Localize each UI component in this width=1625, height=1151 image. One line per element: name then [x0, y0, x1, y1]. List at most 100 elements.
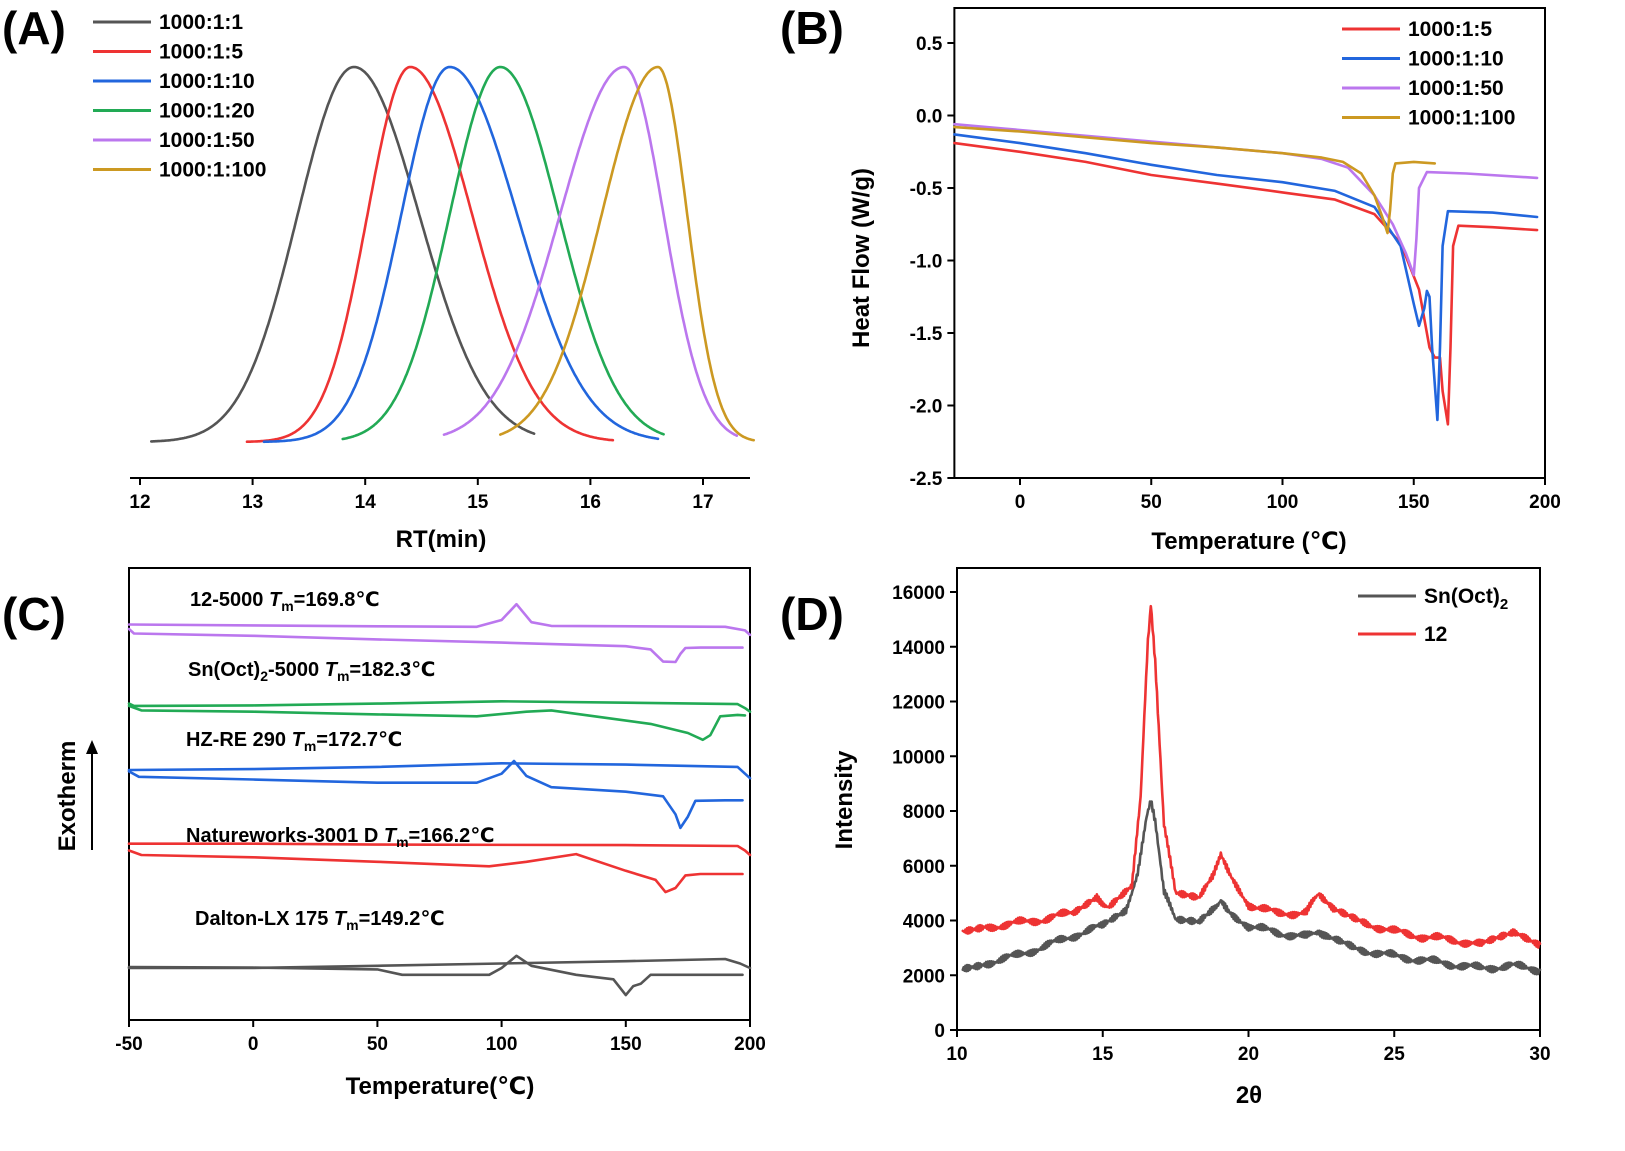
panel-a-curves [150, 65, 755, 444]
panel-c: (C) -50 0 50 100 150 200 Temperature(℃) Exotherm… [2, 567, 766, 1100]
panel-d-label: (D) [780, 588, 844, 640]
panel-c-x-tick-label: 150 [610, 1034, 642, 1055]
panel-d-y-tick-label: 2000 [903, 966, 945, 987]
panel-a-legend: 1000:1:1 1000:1:5 1000:1:10 1000:1:20 1000:1… [93, 11, 266, 182]
panel-d-y-tick-label: 10000 [892, 747, 945, 768]
panel-b-y-tick-label: 0.0 [916, 107, 942, 128]
panel-b-legend-label: 1000:1:10 [1408, 48, 1504, 71]
panel-c-plot-frame [128, 567, 751, 1021]
panel-b-x-tick-label: 50 [1141, 492, 1162, 513]
panel-d-y-tick-label: 4000 [903, 912, 945, 933]
panel-d-y-tick-label: 16000 [892, 583, 945, 604]
panel-a-legend-label: 1000:1:20 [159, 100, 255, 123]
panel-a-label: (A) [2, 2, 66, 54]
panel-a-x-tick-label: 15 [467, 492, 489, 513]
panel-b-y-tick-label: -2.5 [910, 469, 943, 490]
panel-b-x-tick-label: 0 [1015, 492, 1026, 513]
panel-d-y-tick-label: 6000 [903, 857, 945, 878]
panel-c-annotation: Dalton-LX 175 Tm=149.2℃ [195, 908, 445, 933]
panel-d-y-ticks: 0 2000 4000 6000 8000 10000 12000 14000 16000 [892, 583, 957, 1042]
panel-b-series-1000-1-10 [953, 133, 1539, 422]
panel-c-annotation: 12-5000 Tm=169.8℃ [190, 589, 380, 614]
panel-b-curves [953, 122, 1539, 426]
panel-c-series-12-5000-upper [127, 602, 752, 637]
panel-b-label: (B) [780, 2, 844, 54]
panel-c-series-sn-oct-2-5000-upper [127, 700, 752, 713]
panel-c-series-dalton-lx-175-lower [127, 954, 744, 997]
panel-c-x-tick-label: -50 [115, 1034, 142, 1055]
panel-d-series-Sn-Oct- [961, 800, 1542, 976]
panel-b-x-tick-label: 100 [1267, 492, 1299, 513]
panel-b-legend-label: 1000:1:100 [1408, 107, 1515, 130]
panel-c-x-title: Temperature(℃) [346, 1073, 535, 1100]
panel-d-x-tick-label: 25 [1384, 1044, 1406, 1065]
panel-a: (A)12 13 14 15 16 17RT(min)1000:1:11000:1:510… [2, 2, 755, 553]
panel-d-y-tick-label: 0 [934, 1021, 945, 1042]
panel-d-y-tick-label: 14000 [892, 638, 945, 659]
panel-d-x-tick-label: 20 [1238, 1044, 1259, 1065]
panel-d-x-title: 2θ [1236, 1082, 1262, 1109]
panel-a-legend-label: 1000:1:10 [159, 70, 255, 93]
panel-b-plot-frame [953, 7, 1546, 479]
panel-a-legend-label: 1000:1:100 [159, 159, 266, 182]
panel-a-x-tick-label: 12 [129, 492, 150, 513]
panel-d-x-tick-label: 10 [946, 1044, 967, 1065]
panel-b-y-tick-label: -0.5 [910, 179, 943, 200]
panel-c-curves [127, 602, 752, 997]
panel-c-x-tick-label: 50 [367, 1034, 388, 1055]
panel-a-series-1000-1-10 [262, 65, 660, 444]
panel-b-series-1000-1-100 [953, 125, 1437, 235]
panel-b-y-tick-label: -1.0 [910, 252, 943, 273]
panel-b-series-1000-1-5 [953, 141, 1539, 426]
panel-b-legend-label: 1000:1:5 [1408, 18, 1492, 41]
panel-c-annotation: Sn(Oct)2-5000 Tm=182.3℃ [188, 659, 435, 684]
panel-a-series-1000-1-5 [245, 65, 615, 443]
panel-b-legend-label: 1000:1:50 [1408, 77, 1504, 100]
panel-c-x-tick-label: 0 [248, 1034, 259, 1055]
panel-b-y-tick-label: -1.5 [910, 324, 943, 345]
panel-c-series-hz-re-290-upper [127, 762, 752, 780]
panel-a-legend-label: 1000:1:5 [159, 41, 243, 64]
panel-a-legend-label: 1000:1:1 [159, 11, 243, 34]
panel-c-series-sn-oct-2-5000-lower [127, 704, 747, 742]
panel-d-x-ticks: 10 15 20 25 30 [946, 1030, 1551, 1065]
panel-b-y-title: Heat Flow (W/g) [848, 168, 875, 348]
panel-d-y-tick-label: 8000 [903, 802, 945, 823]
panel-b: (B) 0 50 100 150 200 -2.5 -2.0 -1.5 -1.0 -0.5 0.0 0.… [780, 2, 1561, 555]
panel-c-x-ticks: -50 0 50 100 150 200 [115, 1020, 766, 1055]
panel-c-annotation: HZ-RE 290 Tm=172.7℃ [186, 729, 402, 754]
panel-b-x-ticks: 0 50 100 150 200 [1015, 478, 1561, 513]
panel-c-series-12-5000-lower [127, 627, 744, 664]
panel-b-legend: 1000:1:5 1000:1:10 1000:1:50 1000:1:100 [1342, 18, 1515, 130]
panel-c-series-natureworks-3001-d-upper [127, 842, 752, 857]
panel-c-exotherm-arrow-head [86, 740, 98, 754]
panel-a-x-tick-label: 14 [355, 492, 377, 513]
panel-c-annotation: Natureworks-3001 D Tm=166.2℃ [186, 825, 495, 850]
panel-d-x-tick-label: 15 [1092, 1044, 1114, 1065]
panel-d-y-title: Intensity [831, 750, 858, 849]
panel-c-x-tick-label: 100 [486, 1034, 518, 1055]
panel-b-y-ticks: -2.5 -2.0 -1.5 -1.0 -0.5 0.0 0.5 [910, 34, 955, 490]
panel-c-series-natureworks-3001-d-lower [127, 849, 744, 894]
panel-b-x-tick-label: 150 [1398, 492, 1430, 513]
panel-a-series-1000-1-1 [150, 65, 536, 443]
panel-c-label: (C) [2, 588, 66, 640]
panel-c-annotations: 12-5000 Tm=169.8℃ Sn(Oct)2-5000 Tm=182.3℃… [186, 589, 495, 933]
panel-b-y-tick-label: 0.5 [916, 34, 943, 55]
panel-b-x-title: Temperature (℃) [1151, 528, 1346, 555]
panel-a-series-1000-1-20 [341, 65, 665, 441]
panel-a-legend-label: 1000:1:50 [159, 129, 255, 152]
panel-b-x-tick-label: 200 [1529, 492, 1561, 513]
panel-a-x-tick-label: 16 [580, 492, 601, 513]
panel-a-x-ticks: 12 13 14 15 16 17 [129, 478, 714, 513]
panel-d-legend-label: 12 [1424, 623, 1447, 646]
panel-a-series-1000-1-50 [442, 65, 739, 437]
panel-a-series-1000-1-100 [499, 65, 755, 442]
panel-d-legend-label: Sn(Oct)2 [1424, 585, 1508, 613]
panel-b-y-tick-label: -2.0 [910, 397, 943, 418]
panel-c-series-hz-re-290-lower [127, 759, 744, 830]
panel-a-x-tick-label: 13 [242, 492, 263, 513]
panel-c-x-tick-label: 200 [734, 1034, 766, 1055]
panel-d-plot-frame [956, 567, 1541, 1031]
